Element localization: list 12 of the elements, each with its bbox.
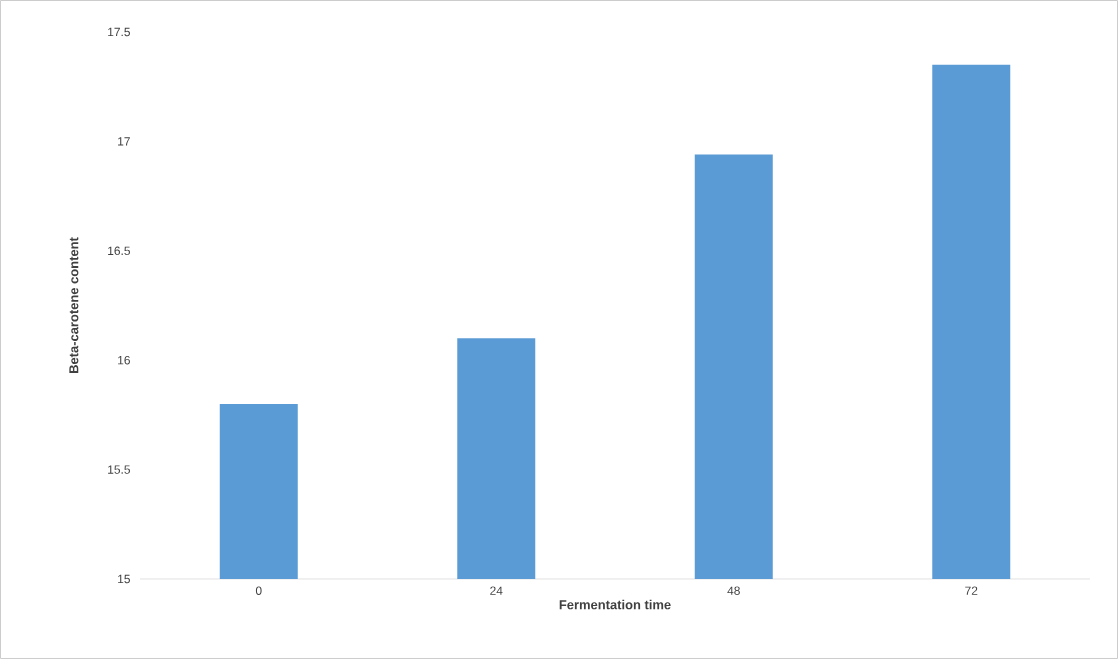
x-axis-title: Fermentation time (559, 599, 671, 610)
x-tick-label: 0 (255, 586, 262, 595)
y-tick-label: 16 (118, 355, 130, 365)
y-tick-label: 16.5 (108, 246, 130, 256)
x-tick-label: 72 (965, 586, 978, 595)
y-tick-label: 15.5 (108, 465, 130, 474)
y-tick-label: 15 (118, 574, 130, 584)
y-tick-label: 17.5 (108, 27, 130, 37)
x-tick-label: 24 (490, 586, 503, 595)
x-tick-label: 48 (727, 586, 740, 595)
y-axis-title: Beta-carotene content (69, 237, 79, 373)
y-tick-label: 17 (118, 137, 130, 146)
